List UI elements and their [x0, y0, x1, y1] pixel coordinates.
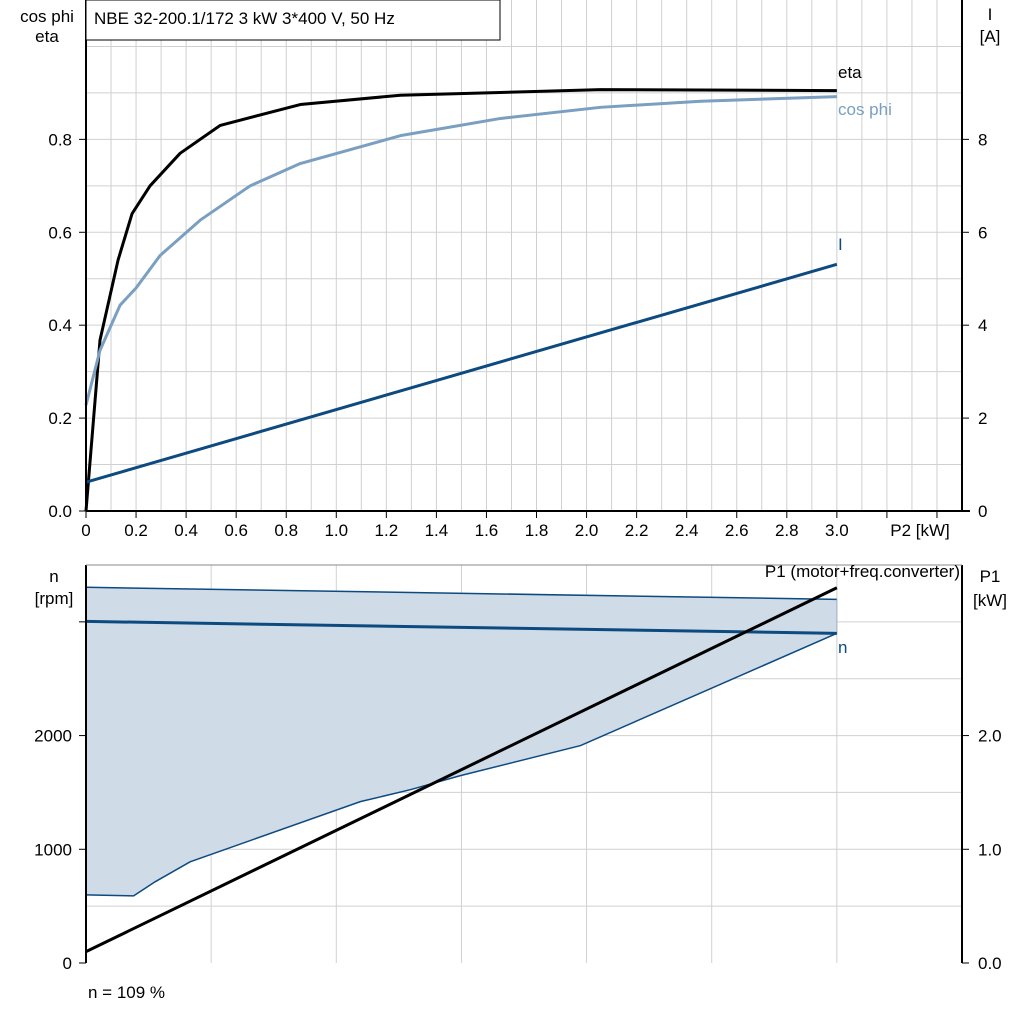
y-tick-label-right: 0.0: [978, 954, 1002, 973]
x-tick-label: 2.0: [575, 521, 599, 540]
y-tick-label-right: 4: [978, 316, 987, 335]
x-tick-label: 3.0: [825, 521, 849, 540]
series-cos-phi: [84, 95, 837, 406]
series-eta: [84, 88, 837, 512]
y-tick-label-right: 8: [978, 130, 987, 149]
bottom-ylabel-left-1: n: [49, 567, 58, 586]
y-tick-label-left: 2000: [34, 727, 72, 746]
y-tick-label-left: 0.6: [48, 223, 72, 242]
y-tick-label-left: 0.8: [48, 130, 72, 149]
x-tick-label: 1.2: [375, 521, 399, 540]
y-tick-label-left: 0: [63, 954, 72, 973]
y-tick-label-right: 2.0: [978, 727, 1002, 746]
series-I: [85, 262, 838, 484]
y-tick-label-left: 0.2: [48, 409, 72, 428]
series-n: [85, 619, 837, 635]
band-lower-line: [85, 632, 838, 897]
x-tick-label: 0: [81, 521, 90, 540]
y-tick-label-right: 6: [978, 223, 987, 242]
axes: 0 0.2 0.4 0.6 0.8 1.0 1.2 1.4 1.6 1.8 2.0 2.2 2.4 2.6…: [34, 0, 1002, 973]
y-tick-label-right: 2: [978, 409, 987, 428]
y-tick-label-left: 0.0: [48, 502, 72, 521]
series-P1: [85, 586, 838, 953]
top-ylabel-left-2: eta: [35, 27, 59, 46]
y-tick-label-right: 0: [978, 502, 987, 521]
x-tick-label: 2.4: [675, 521, 699, 540]
top-ylabel-right-2: [A]: [980, 27, 1001, 46]
x-tick-label: 1.6: [475, 521, 499, 540]
label-I: I: [838, 235, 843, 254]
x-tick-label: 2.8: [775, 521, 799, 540]
x-tick-label: 2.6: [725, 521, 749, 540]
label-eta: eta: [838, 63, 862, 82]
y-tick-label-left: 0.4: [48, 316, 72, 335]
top-ylabel-left-1: cos phi: [20, 7, 74, 26]
bottom-ylabel-left-2: [rpm]: [35, 589, 74, 608]
x-tick-label: 1.8: [525, 521, 549, 540]
y-tick-label-right: 1.0: [978, 840, 1002, 859]
speed-range-band: [86, 587, 837, 896]
top-xlabel: P2 [kW]: [890, 521, 950, 540]
top-grid: [86, 0, 962, 511]
bottom-ylabel-right-2: [kW]: [973, 591, 1007, 610]
x-tick-label: 0.6: [224, 521, 248, 540]
speed-percent: n = 109 %: [88, 983, 165, 1002]
bottom-ylabel-right-1: P1: [980, 567, 1001, 586]
title-box: [85, 0, 501, 41]
label-n: n: [838, 638, 847, 657]
x-tick-label: 0.2: [124, 521, 148, 540]
label-cos-phi: cos phi: [838, 100, 892, 119]
chart-title: NBE 32-200.1/172 3 kW 3*400 V, 50 Hz: [94, 9, 395, 28]
x-tick-label: 1.4: [425, 521, 449, 540]
chart-marks: [84, 88, 838, 953]
x-tick-label: 1.0: [324, 521, 348, 540]
label-P1: P1 (motor+freq.converter): [765, 562, 960, 581]
y-tick-label-left: 1000: [34, 840, 72, 859]
x-tick-label: 0.8: [274, 521, 298, 540]
x-tick-label: 0.4: [174, 521, 198, 540]
x-tick-label: 2.2: [625, 521, 649, 540]
top-ylabel-right-1: I: [988, 5, 993, 24]
band-upper-line: [85, 586, 837, 601]
